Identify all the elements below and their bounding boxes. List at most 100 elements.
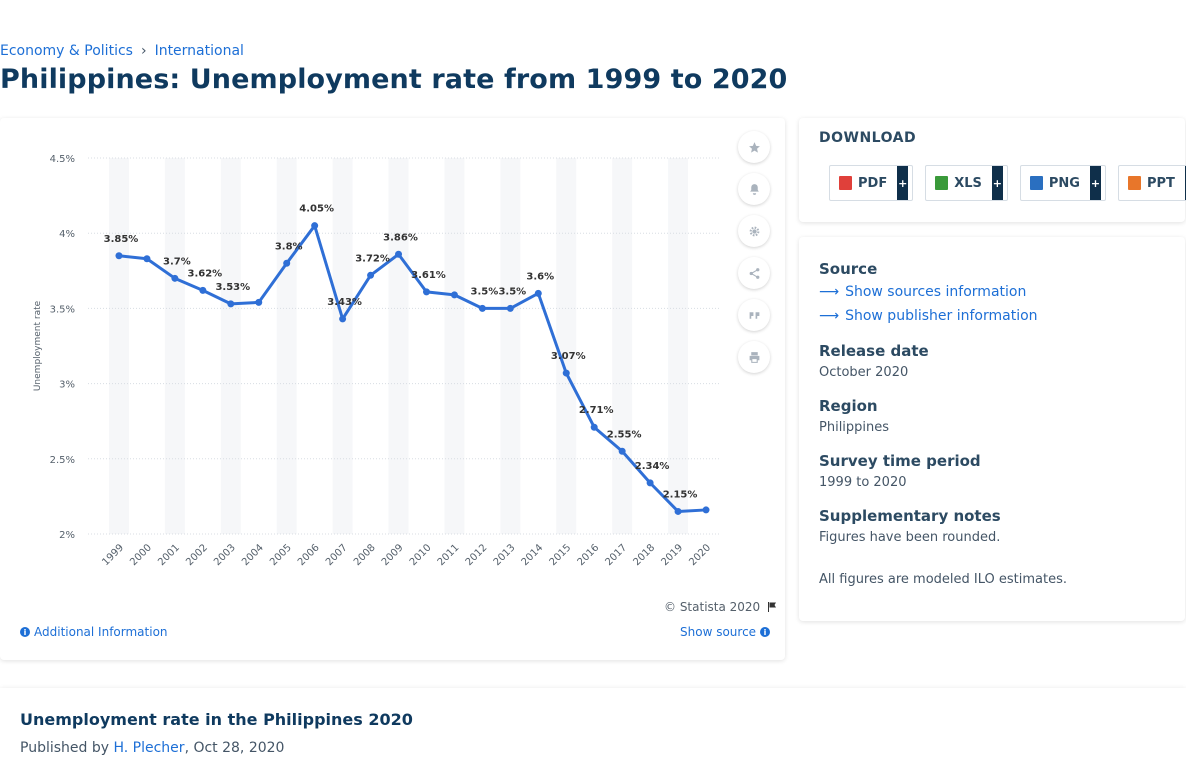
pdf-file-icon	[839, 176, 852, 190]
x-tick-label: 2002	[184, 542, 210, 568]
download-png-label: PNG	[1048, 175, 1080, 191]
x-tick-label: 2018	[631, 542, 657, 568]
data-point	[339, 315, 347, 323]
arrow-right-icon: ⟶	[819, 308, 840, 324]
share-button[interactable]	[738, 257, 770, 289]
y-tick-label: 4%	[59, 229, 75, 240]
data-point	[143, 255, 151, 263]
y-tick-label: 4.5%	[50, 154, 75, 165]
x-tick-label: 2013	[492, 542, 518, 568]
data-point	[422, 288, 430, 296]
data-label: 3.62%	[187, 268, 222, 279]
column-band	[109, 158, 129, 534]
y-tick-label: 3.5%	[50, 304, 75, 315]
additional-information-link[interactable]: i Additional Information	[20, 625, 168, 639]
y-tick-label: 2.5%	[50, 455, 75, 466]
show-sources-link[interactable]: ⟶ Show sources information	[819, 284, 1026, 300]
show-source-link[interactable]: Show source i	[680, 625, 771, 639]
download-card: DOWNLOAD PDF + XLS + PNG + PPT +	[799, 118, 1186, 222]
download-xls-button[interactable]: XLS +	[925, 165, 1008, 201]
x-tick-label: 2008	[352, 542, 378, 568]
x-tick-label: 2009	[380, 542, 406, 568]
release-date-label: Release date	[819, 342, 929, 360]
x-tick-label: 2017	[604, 542, 630, 568]
settings-button[interactable]	[738, 215, 770, 247]
data-point	[562, 369, 570, 377]
y-tick-label: 2%	[59, 530, 75, 541]
y-axis-title: Unemployment rate	[33, 300, 43, 391]
show-publisher-link[interactable]: ⟶ Show publisher information	[819, 308, 1038, 324]
data-label: 3.86%	[383, 232, 418, 243]
print-button[interactable]	[738, 341, 770, 373]
bell-icon	[749, 183, 759, 195]
statistic-summary-card: Unemployment rate in the Philippines 202…	[0, 688, 1186, 760]
download-ppt-button[interactable]: PPT +	[1117, 165, 1186, 201]
column-band	[500, 158, 521, 534]
data-label: 2.15%	[663, 489, 698, 500]
data-point	[395, 250, 403, 258]
breadcrumb: Economy & Politics › International	[0, 43, 244, 59]
author-link[interactable]: H. Plecher	[113, 740, 185, 756]
xls-file-icon	[935, 176, 949, 190]
data-label: 2.71%	[579, 405, 614, 416]
survey-period-value: 1999 to 2020	[819, 475, 907, 490]
page-title: Philippines: Unemployment rate from 1999…	[0, 64, 788, 95]
supplementary-notes-label: Supplementary notes	[819, 507, 1001, 525]
arrow-right-icon: ⟶	[819, 284, 840, 300]
data-label: 3.43%	[327, 297, 362, 308]
show-sources-label: Show sources information	[845, 284, 1027, 300]
breadcrumb-economy-politics[interactable]: Economy & Politics	[0, 43, 133, 59]
column-band	[164, 158, 185, 534]
flag-icon[interactable]	[766, 601, 778, 613]
quote-icon	[749, 311, 759, 319]
data-point	[590, 423, 598, 431]
column-band	[612, 158, 633, 534]
column-band	[668, 158, 689, 534]
favorite-star-button[interactable]	[738, 131, 770, 163]
data-point	[618, 447, 626, 455]
column-band	[556, 158, 577, 534]
data-label: 3.5%	[471, 286, 499, 297]
breadcrumb-international[interactable]: International	[154, 43, 244, 59]
source-label: Source	[819, 260, 878, 278]
data-label: 2.34%	[635, 461, 670, 472]
data-label: 3.07%	[551, 351, 586, 362]
x-tick-label: 2000	[128, 542, 154, 568]
data-point	[367, 271, 375, 279]
supplementary-notes-value: Figures have been rounded.	[819, 530, 1001, 545]
statistic-info-card: Source ⟶ Show sources information ⟶ Show…	[799, 237, 1185, 621]
gear-icon	[749, 226, 759, 236]
cite-button[interactable]	[738, 299, 770, 331]
notification-bell-button[interactable]	[738, 173, 770, 205]
x-tick-label: 2001	[156, 542, 182, 568]
info-icon: i	[760, 627, 771, 637]
download-pdf-label: PDF	[858, 175, 888, 191]
data-point	[646, 479, 654, 487]
download-png-button[interactable]: PNG +	[1019, 165, 1106, 201]
region-value: Philippines	[819, 420, 890, 435]
plus-icon: +	[1089, 166, 1101, 200]
published-by-label: Published by	[20, 740, 110, 756]
publish-date: , Oct 28, 2020	[184, 740, 285, 756]
show-publisher-label: Show publisher information	[845, 308, 1038, 324]
data-label: 3.53%	[215, 282, 250, 293]
download-xls-label: XLS	[954, 175, 982, 191]
ppt-file-icon	[1127, 176, 1141, 190]
series-line	[118, 224, 707, 513]
download-pdf-button[interactable]: PDF +	[829, 165, 914, 201]
print-icon	[749, 351, 759, 363]
additional-information-label: Additional Information	[34, 625, 168, 639]
published-by: Published by H. Plecher, Oct 28, 2020	[20, 740, 284, 756]
data-point	[478, 304, 486, 312]
download-buttons: PDF + XLS + PNG + PPT +	[829, 165, 1186, 201]
share-icon	[749, 267, 759, 279]
png-file-icon	[1029, 176, 1043, 190]
plus-icon: +	[991, 166, 1003, 200]
x-tick-label: 2011	[436, 542, 462, 568]
x-tick-label: 2006	[296, 542, 322, 568]
column-band	[332, 158, 353, 534]
x-tick-label: 2014	[520, 542, 546, 568]
x-tick-label: 2005	[268, 542, 294, 568]
data-point	[674, 507, 682, 515]
